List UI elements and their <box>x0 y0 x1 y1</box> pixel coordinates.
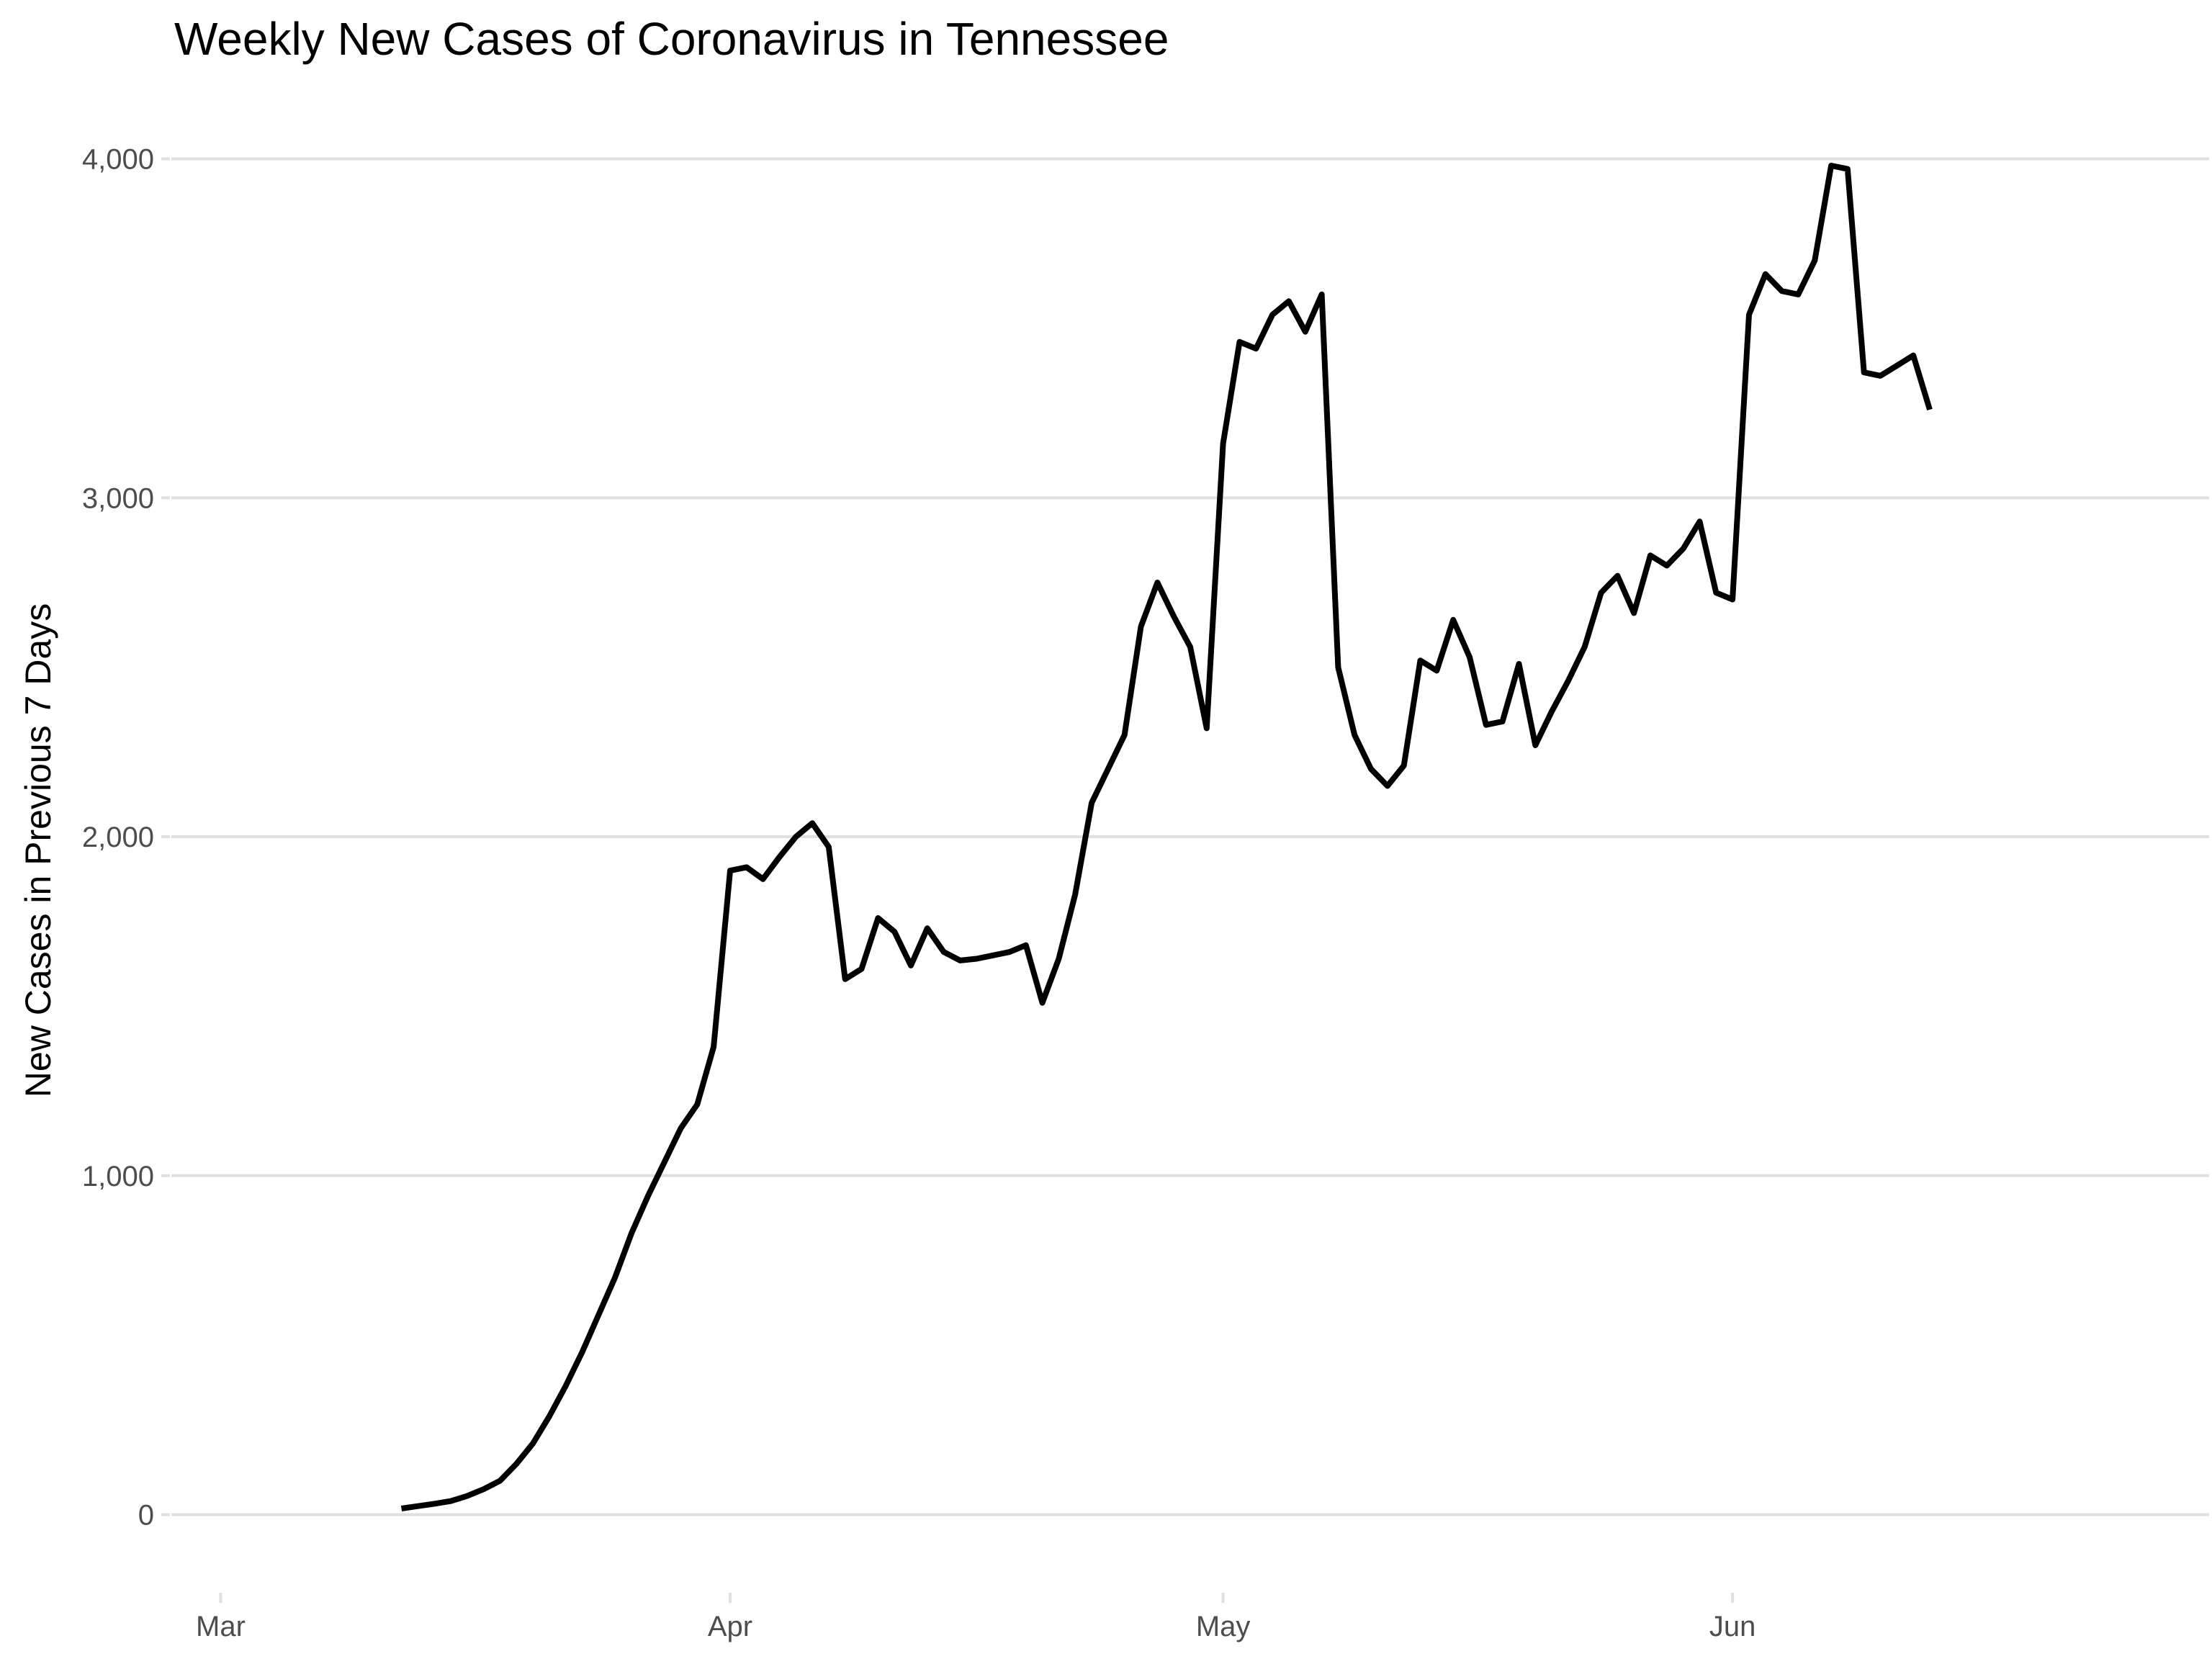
y-tick-label: 0 <box>138 1500 154 1532</box>
x-tick-label: Jun <box>1709 1611 1756 1642</box>
y-tick-label: 4,000 <box>82 144 154 176</box>
y-tick-label: 1,000 <box>82 1161 154 1192</box>
x-tick-label: Mar <box>196 1611 246 1642</box>
axis-ticks: 0 1,000 2,000 3,000 4,000 Mar Apr May Jun <box>82 144 1756 1642</box>
y-tick-label: 2,000 <box>82 822 154 853</box>
series-line <box>400 163 1933 1511</box>
series-layer <box>400 163 1933 1511</box>
gridlines <box>171 157 2209 1516</box>
y-axis-label: New Cases in Previous 7 Days <box>18 603 58 1097</box>
y-tick-label: 3,000 <box>82 482 154 514</box>
chart-title: Weekly New Cases of Coronavirus in Tenne… <box>174 13 1169 65</box>
x-tick-label: May <box>1196 1611 1251 1642</box>
x-tick-label: Apr <box>708 1611 752 1642</box>
